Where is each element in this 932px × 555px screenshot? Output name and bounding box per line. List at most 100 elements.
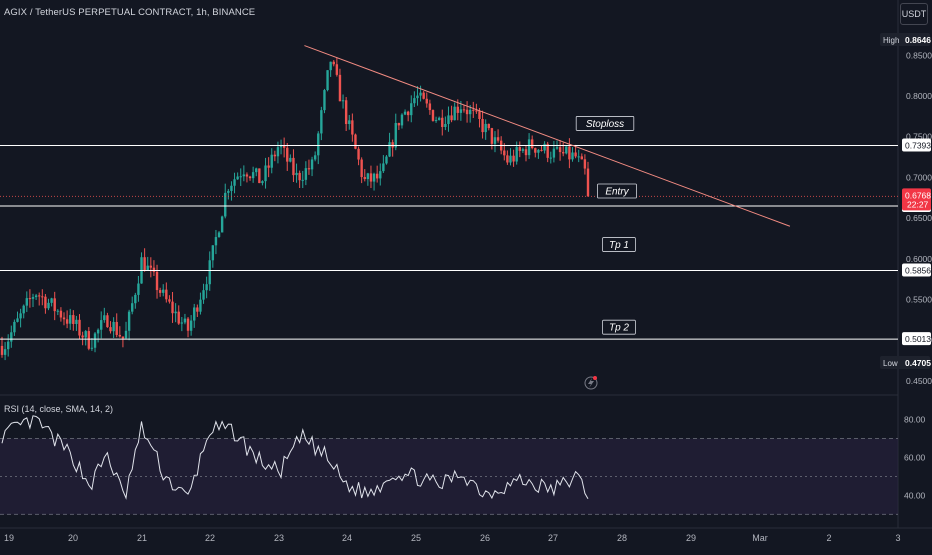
lightning-icon[interactable] [584,376,598,390]
candle-body [16,318,19,322]
candle-layer [0,57,590,361]
candle-body [444,124,447,127]
candle-body [112,321,115,332]
candle-body [78,319,81,336]
candle-body [456,106,459,113]
candle-body [403,111,407,115]
level-tag-stoploss[interactable]: Stoploss [575,116,635,131]
candle-body [186,318,190,331]
candle-body [416,95,419,99]
candle-body [385,156,388,164]
candle-body [251,172,255,179]
candle-body [586,168,590,197]
time-tick-label: 27 [548,533,558,543]
candle-body [248,176,252,179]
level-tag-entry[interactable]: Entry [597,183,637,199]
candle-body [199,299,202,312]
candle-body [127,311,131,331]
candle-body [239,176,242,178]
price-tick-label: 0.8500 [906,50,932,60]
level-tag-box [597,183,637,199]
high-badge-value: 0.8646 [905,35,931,45]
candle-body [379,171,382,179]
candle-body [583,159,587,169]
rsi-tick-label: 80.00 [904,415,926,425]
candle-body [220,216,224,233]
level-tag-label: Tp 2 [609,323,629,334]
candle-body [245,174,249,177]
candle-body [270,154,273,168]
candle-body [230,185,233,191]
candle-body [289,157,292,162]
lightning-icon-dot [593,376,597,380]
level-tag-label: Tp 1 [609,240,629,251]
level-price-badge-text: 0.5013 [905,334,931,344]
candle-body [450,115,453,121]
candle-body [0,345,4,355]
candle-body [326,70,329,91]
candle-body [360,159,363,178]
candle-body [7,341,10,350]
price-tick-label: 0.8000 [906,91,932,101]
candle-body [273,154,277,157]
candle-body [59,310,63,318]
current-price-badge-bg [902,188,931,211]
low-badge-bg [880,356,930,369]
candle-body [527,139,531,156]
overlay-layer: Stoploss Entry Tp 1 Tp 2 [0,45,898,390]
downtrend-line[interactable] [304,45,791,227]
candle-body [106,315,109,328]
rsi-tick-label: 40.00 [904,490,926,500]
candle-body [400,114,404,126]
candle-body [434,120,438,122]
candle-body [242,174,246,177]
candle-body [518,147,521,151]
candle-body [103,315,106,321]
level-price-badge-bg [902,332,931,346]
price-tick-label: 0.5500 [906,295,932,305]
candle-body [84,331,87,338]
candle-body [50,298,53,303]
candle-body [546,143,549,158]
candle-body [323,90,326,111]
low-badge: Low 0.4705 [880,356,931,369]
candle-body [465,109,469,115]
level-price-badge: 0.7393 [902,138,931,152]
candle-body [13,321,16,333]
candle-body [543,143,546,151]
candle-body [177,311,180,324]
candle-body [109,327,112,332]
candle-body [224,192,227,217]
candle-body [382,163,385,172]
candle-body [75,319,78,325]
candle-body [282,145,286,148]
candle-body [180,322,184,324]
level-tag-tp-2[interactable]: Tp 2 [602,319,636,335]
candle-body [561,152,565,154]
candle-body [152,267,156,272]
currency-button[interactable]: USDT [900,3,928,25]
candle-body [214,237,218,246]
candle-body [487,123,490,129]
candle-body [341,100,345,102]
candle-body [521,149,525,151]
candle-body [137,283,140,295]
candle-body [332,61,335,65]
level-tag-tp-1[interactable]: Tp 1 [602,237,636,252]
current-price-countdown: 22:27 [907,199,929,209]
level-price-badge-text: 0.7393 [905,140,931,150]
time-tick-label: 3 [895,533,900,543]
low-badge-value: 0.4705 [905,358,931,368]
candle-body [503,150,506,156]
candle-body [286,147,289,162]
candle-body [90,347,94,349]
candle-body [552,148,556,158]
level-price-badge: 0.5013 [902,332,931,346]
candle-body [264,165,267,182]
candle-body [357,148,360,160]
candle-body [19,313,22,319]
candle-body [425,98,428,104]
rsi-line [1,415,589,500]
